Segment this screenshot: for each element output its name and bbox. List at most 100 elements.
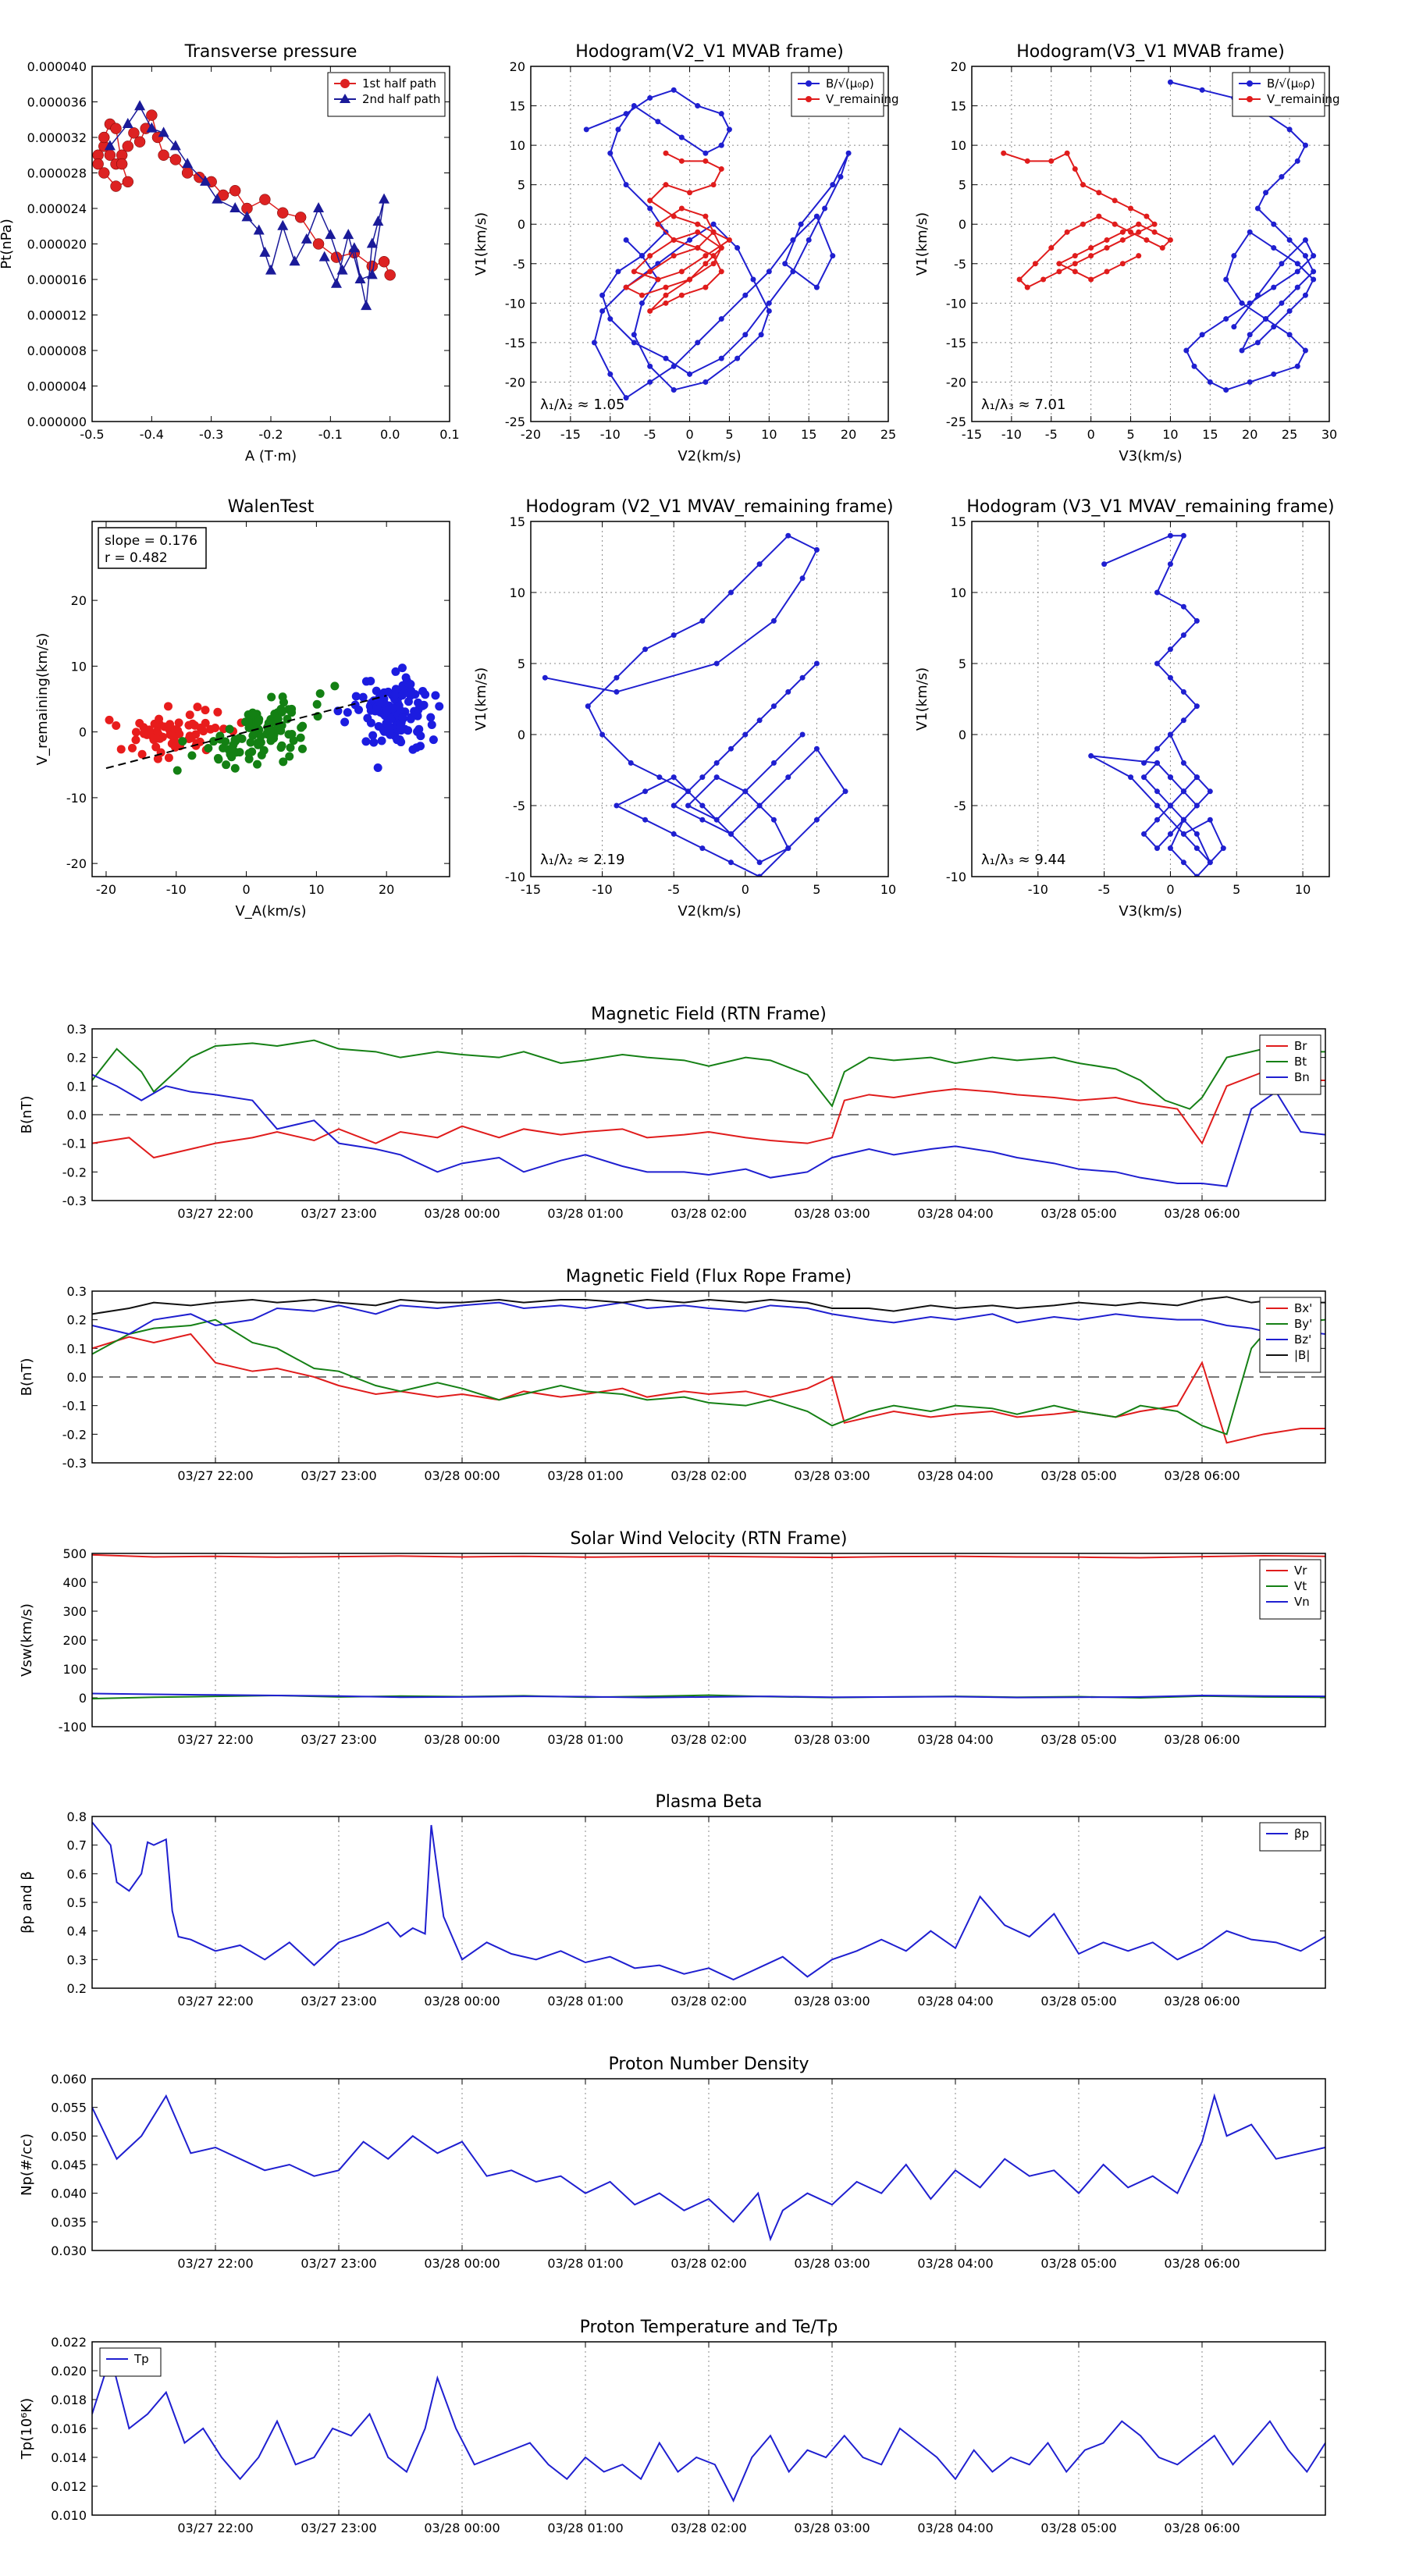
legend-marker bbox=[340, 94, 350, 103]
data-point bbox=[1104, 269, 1110, 275]
series-line-Tp bbox=[92, 2353, 1325, 2503]
data-point bbox=[642, 788, 649, 795]
data-point bbox=[678, 205, 685, 212]
data-point-green bbox=[255, 739, 265, 749]
data-point bbox=[1136, 229, 1142, 235]
plot-area bbox=[92, 1553, 1325, 1700]
data-point bbox=[1207, 788, 1213, 795]
data-point bbox=[642, 646, 649, 653]
x-tick-label: 25 bbox=[880, 427, 896, 442]
data-point bbox=[687, 371, 693, 377]
x-tick-label: 03/28 03:00 bbox=[794, 1206, 870, 1221]
data-point bbox=[1180, 632, 1186, 639]
plot-area bbox=[1001, 79, 1317, 393]
chart-title: Hodogram(V2_V1 MVAB frame) bbox=[575, 42, 844, 62]
data-point bbox=[1104, 237, 1110, 243]
data-point bbox=[750, 276, 756, 283]
data-point bbox=[1286, 237, 1293, 243]
plot-frame bbox=[91, 1553, 1326, 1727]
y-tick-label: 0.2 bbox=[67, 1051, 87, 1066]
y-axis-label: V1(km/s) bbox=[914, 212, 930, 276]
y-tick-label: 0.060 bbox=[51, 2072, 87, 2087]
data-point bbox=[647, 379, 653, 385]
chart-title: Hodogram (V3_V1 MVAV_remaining frame) bbox=[966, 497, 1334, 517]
data-point bbox=[1207, 817, 1213, 823]
data-point bbox=[710, 221, 717, 227]
data-point-green bbox=[259, 745, 269, 755]
x-tick-label: -5 bbox=[667, 882, 680, 897]
data-point-red bbox=[184, 720, 194, 730]
x-tick-label: 30 bbox=[1321, 427, 1337, 442]
data-point bbox=[735, 245, 741, 251]
y-tick-label: 0 bbox=[79, 1691, 87, 1706]
legend-label: Vr bbox=[1294, 1564, 1307, 1578]
data-point bbox=[678, 269, 685, 275]
y-tick-label: 200 bbox=[62, 1633, 87, 1648]
y-tick-label: 0.7 bbox=[67, 1838, 87, 1853]
data-point-green bbox=[315, 688, 325, 698]
plot-area bbox=[583, 87, 852, 401]
data-point bbox=[727, 589, 734, 596]
x-tick-label: 15 bbox=[1202, 427, 1218, 442]
data-point bbox=[1167, 646, 1173, 653]
data-point bbox=[1151, 221, 1158, 227]
data-point bbox=[1151, 229, 1158, 235]
x-tick-label: -10 bbox=[1001, 427, 1022, 442]
data-point bbox=[702, 213, 709, 219]
data-point bbox=[591, 340, 597, 346]
y-tick-label: 5 bbox=[518, 178, 525, 193]
data-point bbox=[1154, 845, 1160, 852]
x-tick-label: 0 bbox=[242, 882, 250, 897]
data-point-green bbox=[253, 760, 262, 769]
data-point-blue bbox=[400, 688, 409, 698]
legend-label: Br bbox=[1294, 1039, 1307, 1053]
data-point-blue bbox=[383, 687, 393, 696]
plot-frame bbox=[530, 66, 889, 422]
data-point bbox=[1271, 221, 1277, 227]
data-point bbox=[378, 256, 390, 268]
y-tick-label: 0.0 bbox=[67, 1370, 87, 1385]
legend-marker bbox=[1247, 96, 1253, 102]
chart-title: Proton Temperature and Te/Tp bbox=[580, 2318, 838, 2337]
data-point bbox=[1302, 237, 1308, 243]
y-tick-label: 0 bbox=[518, 728, 525, 742]
x-tick-label: -0.4 bbox=[140, 427, 164, 442]
y-tick-label: -5 bbox=[954, 257, 966, 272]
plot-area bbox=[92, 2353, 1325, 2503]
data-point bbox=[599, 292, 606, 298]
data-point-blue bbox=[414, 698, 423, 707]
x-tick-label: 03/27 23:00 bbox=[301, 2521, 376, 2535]
x-axis-label: A (T·m) bbox=[245, 448, 297, 464]
data-point bbox=[542, 674, 548, 681]
plot-frame bbox=[91, 1028, 1326, 1201]
data-point bbox=[372, 215, 384, 226]
y-tick-label: 0.000040 bbox=[27, 59, 87, 74]
data-point bbox=[1141, 774, 1147, 781]
data-point bbox=[614, 674, 620, 681]
data-point bbox=[718, 111, 724, 117]
data-point bbox=[710, 253, 717, 259]
data-point bbox=[1128, 229, 1134, 235]
data-point bbox=[1180, 831, 1186, 837]
data-point bbox=[623, 395, 629, 401]
y-tick-label: 0.000028 bbox=[27, 166, 87, 181]
x-tick-label: -5 bbox=[1045, 427, 1058, 442]
data-point bbox=[289, 255, 301, 266]
y-tick-label: 15 bbox=[951, 514, 966, 529]
data-point bbox=[1254, 292, 1261, 298]
legend-label: Bt bbox=[1294, 1055, 1307, 1069]
series-line--B- bbox=[92, 1296, 1325, 1315]
x-tick-label: 03/28 05:00 bbox=[1040, 2521, 1116, 2535]
x-tick-label: 03/27 22:00 bbox=[177, 1732, 253, 1747]
x-tick-label: -10 bbox=[592, 882, 613, 897]
data-point bbox=[1302, 292, 1308, 298]
data-point bbox=[379, 193, 390, 204]
data-point-blue bbox=[426, 713, 436, 722]
data-point bbox=[607, 150, 614, 156]
y-tick-label: 0.020 bbox=[51, 2364, 87, 2379]
data-point bbox=[1167, 831, 1173, 837]
x-tick-label: -15 bbox=[560, 427, 581, 442]
data-point bbox=[110, 180, 122, 192]
data-point bbox=[1193, 845, 1200, 852]
